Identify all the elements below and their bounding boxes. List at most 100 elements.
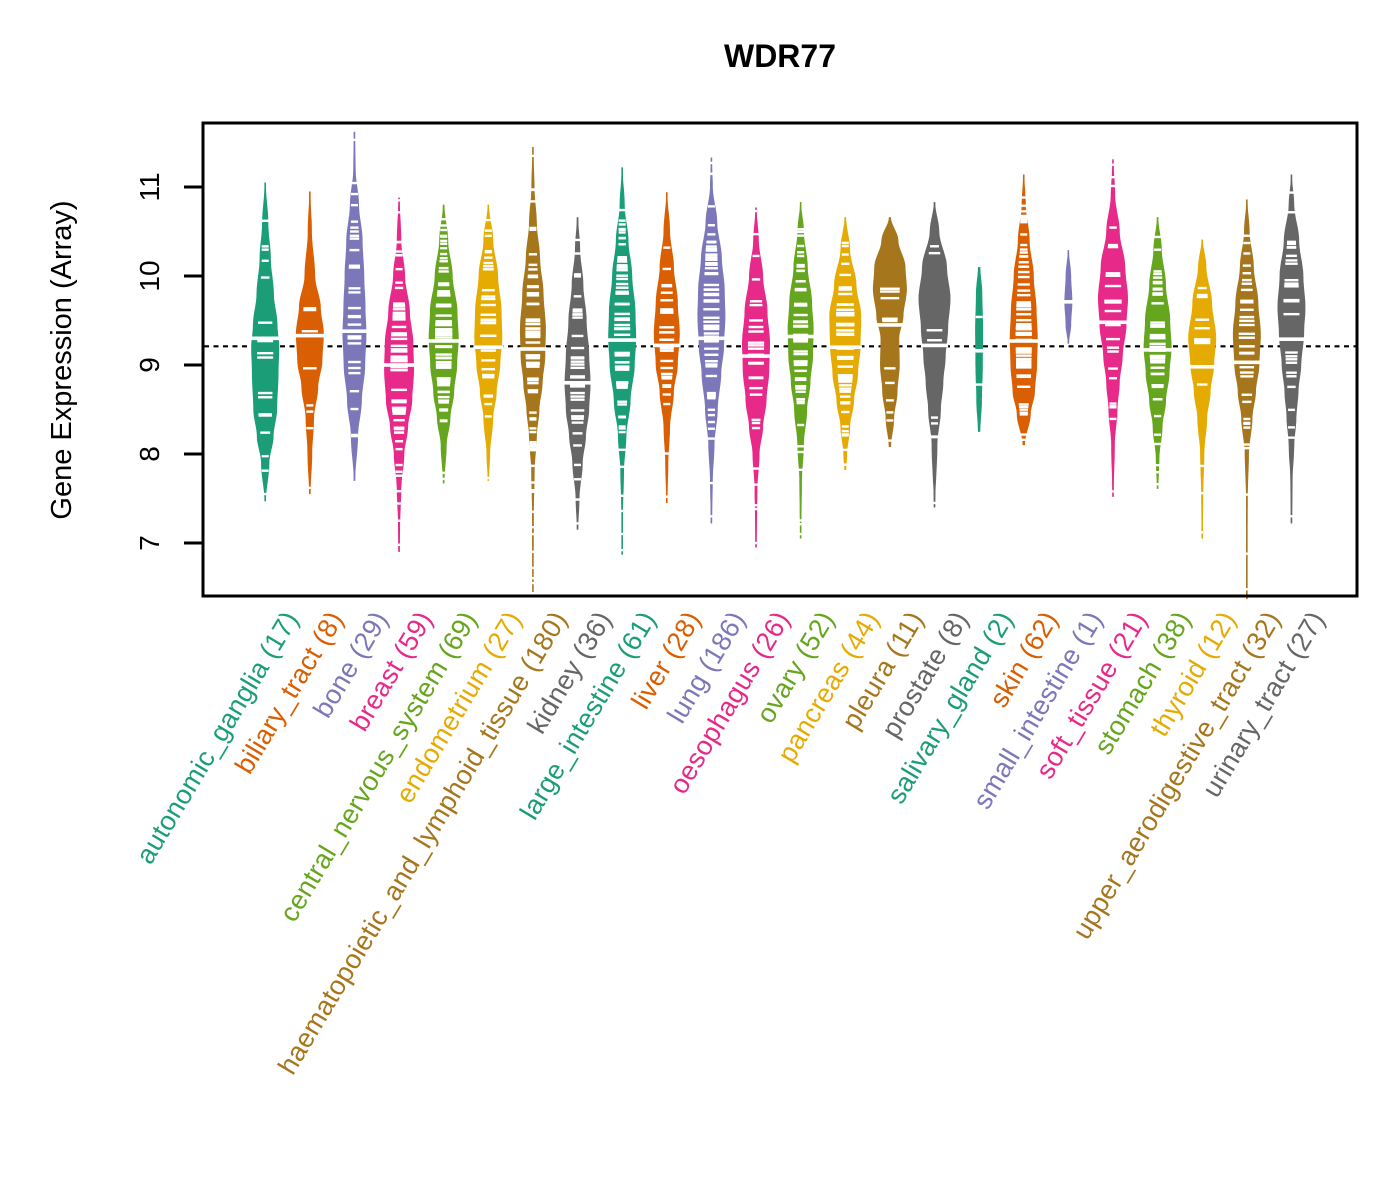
bean-data-line [618,509,626,513]
bean-data-line [1197,286,1207,290]
bean-data-line [841,425,849,428]
bean-data-line [395,253,403,257]
bean-data-line [526,292,540,295]
bean-data-line [349,389,360,393]
bean-data-line [1242,264,1251,267]
bean-data-line [618,416,626,419]
bean-data-line [529,481,537,484]
bean-data-line [395,474,403,477]
bean-data-line [1243,234,1251,237]
bean-data-line [257,351,274,355]
bean-data-line [1109,490,1117,493]
bean-data-line [1154,442,1162,446]
bean-data-line [348,366,361,370]
bean-data-line [659,326,675,329]
bean-data-line [261,219,269,222]
bean-data-line [480,318,497,321]
bean-data-line [1243,446,1251,450]
bean-data-line [1287,385,1296,389]
bean-data-line [574,238,582,242]
bean-data-line [1243,552,1251,555]
bean-data-line [707,481,715,485]
bean-data-line [391,399,407,402]
bean-data-line [703,288,720,291]
bean-data-line [793,363,808,367]
bean-data-line [1149,333,1166,337]
bean-data-line [1240,288,1253,292]
bean-data-line [616,264,628,267]
bean-data-line [795,280,806,283]
bean-data-line [395,267,403,271]
bean-data-line [1154,483,1162,486]
bean-data-line [529,418,537,421]
bean-data-line [570,395,585,398]
bean-data-line [797,228,805,231]
bean-data-line [616,266,628,269]
bean-data-line [1020,217,1028,220]
bean-data-line [527,381,539,385]
bean-data-line [1154,235,1162,239]
bean-data-line [707,408,716,411]
bean-data-line [663,452,671,455]
bean-data-line [1241,278,1252,282]
bean-data-line [440,239,448,243]
bean-data-line [796,400,805,403]
bean-data-line [836,333,855,337]
bean-data-line [481,295,496,298]
violin-bone [340,131,368,481]
bean-data-line [836,303,854,306]
bean-data-line [440,235,448,238]
bean-data-line [395,519,403,522]
violin-thyroid [1188,239,1217,539]
bean-data-line [1104,301,1122,304]
bean-data-line [706,391,716,395]
bean-data-line [841,429,849,433]
bean-data-line [1017,275,1030,279]
bean-data-line [836,308,855,311]
bean-data-line [526,302,540,305]
bean-data-line [616,381,629,385]
bean-data-line [1154,463,1162,467]
bean-data-line [434,336,453,339]
violin-stomach [1142,217,1174,489]
bean-data-line [1286,246,1297,249]
bean-data-line [1016,364,1032,367]
bean-data-line [529,200,537,203]
bean-data-line [527,275,539,279]
bean-data-line [616,385,628,388]
violin-shape [1188,239,1217,539]
bean-data-line [618,228,626,232]
median-line [1097,320,1129,325]
bean-data-line [1285,361,1298,364]
bean-data-line [525,322,541,326]
bean-data-line [751,418,761,422]
bean-data-line [748,361,764,365]
bean-data-line [1285,355,1298,358]
bean-data-line [1016,360,1032,363]
violin-shape [428,204,459,484]
bean-data-line [440,471,448,475]
bean-data-line [390,368,408,372]
bean-data-line [1020,220,1028,224]
y-tick-label-10: 10 [134,260,165,292]
violin-lung [697,157,726,524]
bean-data-line [797,251,805,254]
violin-pancreas [828,217,862,471]
bean-data-line [1018,403,1029,406]
bean-data-line [529,430,537,434]
bean-data-line [482,376,495,379]
violin-shape [564,217,591,530]
bean-data-line [435,305,452,308]
bean-data-line [390,355,408,358]
median-line [1232,360,1261,365]
violin-shape [474,204,503,481]
bean-data-line [1285,358,1298,361]
bean-data-line [1104,309,1122,313]
bean-data-line [837,376,853,379]
bean-data-line [435,366,452,369]
bean-data-line [526,294,540,297]
bean-data-line [349,248,360,252]
bean-data-line [1152,293,1163,296]
bean-data-line [529,532,537,536]
bean-data-line [1242,272,1252,275]
